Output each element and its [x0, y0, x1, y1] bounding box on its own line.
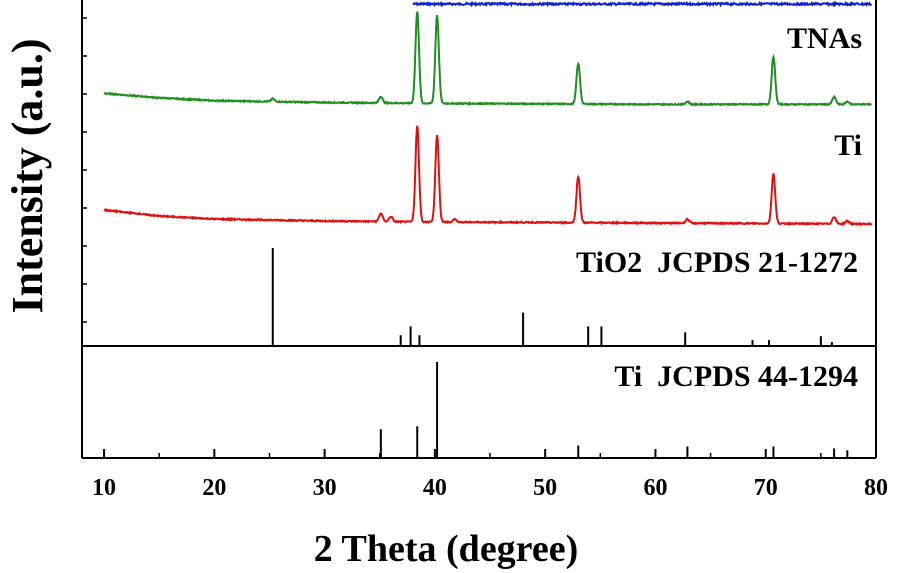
y-axis-label: Intensity (a.u.)	[3, 38, 52, 313]
series-label-ti: Ti	[834, 129, 862, 162]
x-tick-label: 80	[864, 475, 888, 501]
x-tick-label: 70	[754, 475, 778, 501]
x-axis-label: 2 Theta (degree)	[314, 528, 579, 570]
reference-label-ti: Ti JCPDS 44-1294	[614, 360, 858, 393]
x-tick-label: 40	[423, 475, 447, 501]
x-tick-label: 30	[313, 475, 337, 501]
x-tick-label: 60	[643, 475, 667, 501]
reference-label-tio2: TiO2 JCPDS 21-1272	[576, 246, 858, 279]
x-tick-label: 10	[92, 475, 116, 501]
plot-layer: 10 20 30 40 50 60 70 80	[81, 0, 888, 501]
series-label-tnas: TNAs	[787, 22, 862, 55]
series-line-cropped-top	[412, 0, 873, 8]
series-line-ti	[103, 125, 873, 227]
series-line-tnas	[103, 11, 872, 107]
x-tick-label: 50	[533, 475, 557, 501]
x-tick-label: 20	[202, 475, 226, 501]
